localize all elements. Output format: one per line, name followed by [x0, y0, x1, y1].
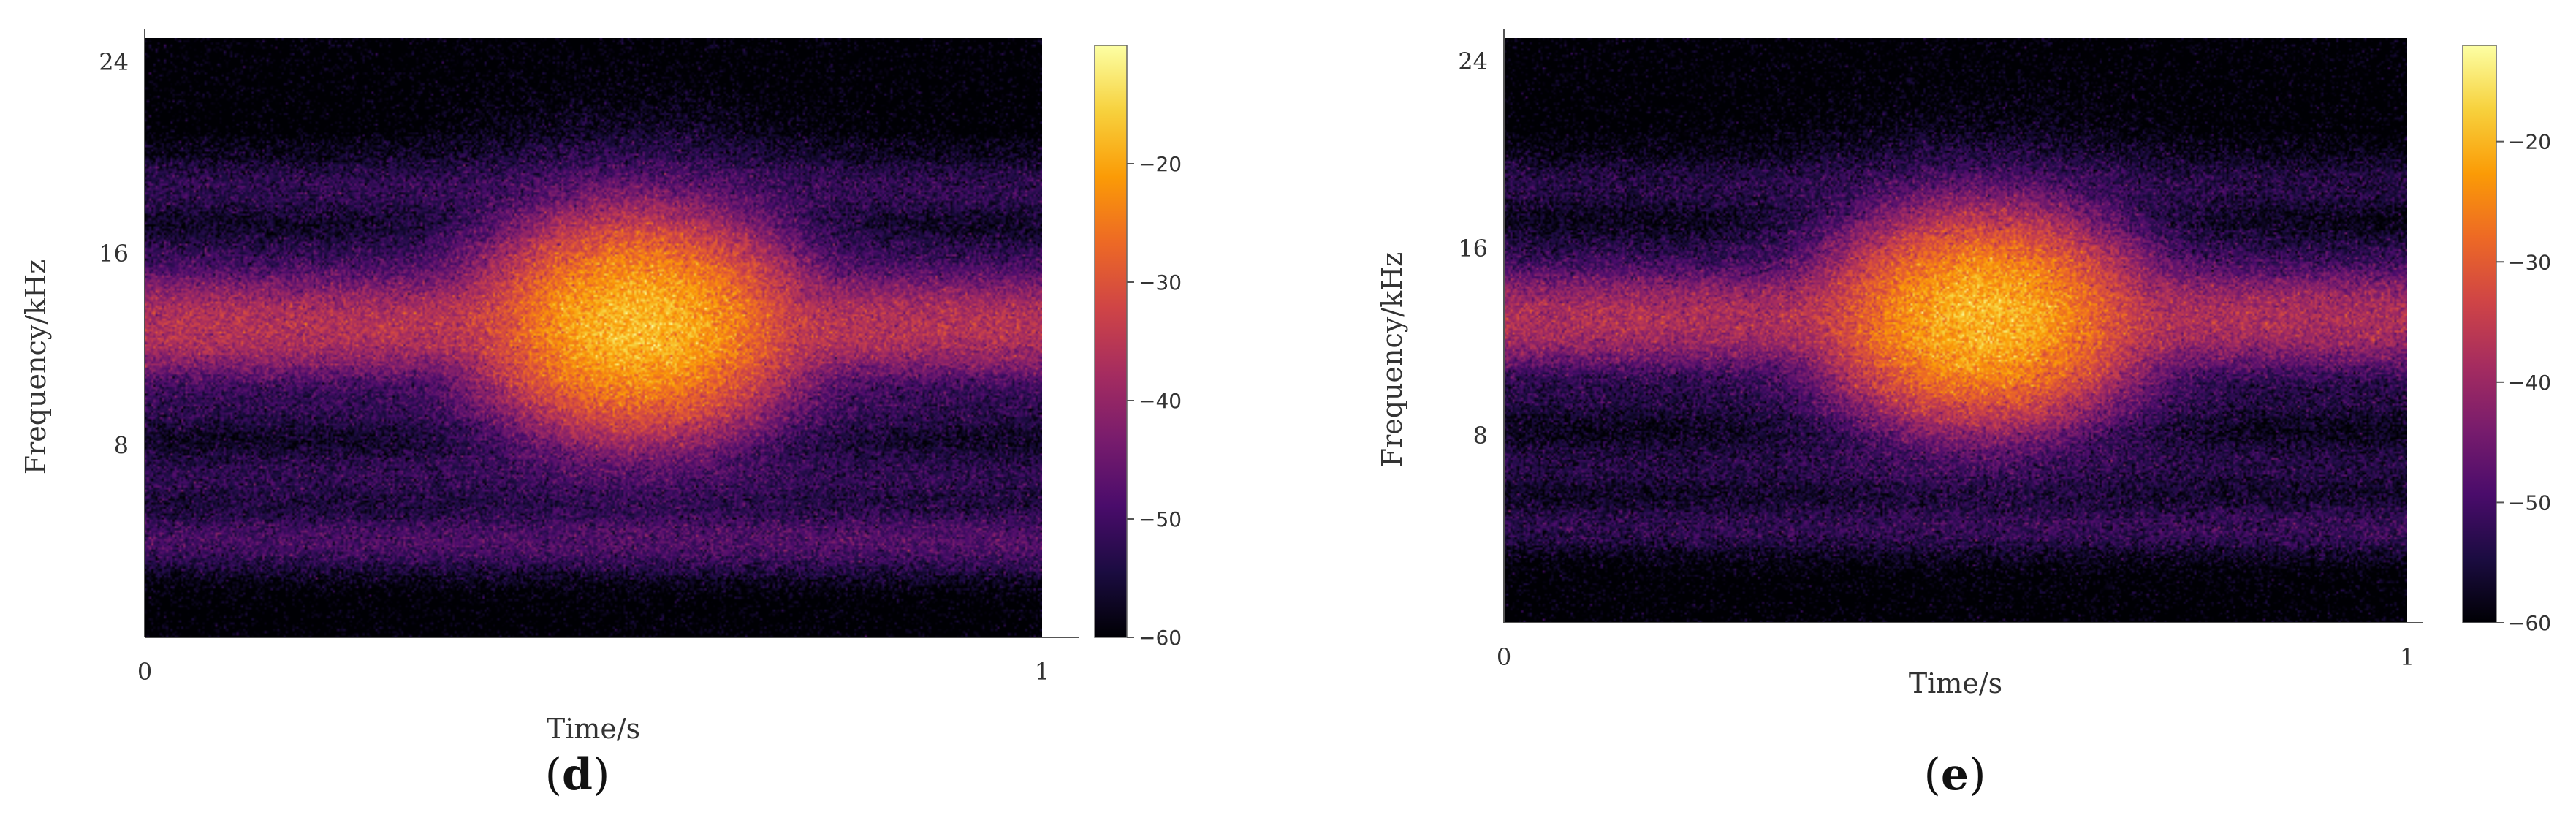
colorbar-tick-label: −50 — [2508, 490, 2551, 515]
colorbar-ticks: −20 −30 −40 −50 −60 — [2496, 130, 2551, 635]
x-tick-label: 0 — [1497, 643, 1511, 671]
colorbar-tick-label: −30 — [1139, 270, 1182, 295]
y-axis-label: Frequency/kHz — [1376, 252, 1408, 468]
spectrogram-heatmap — [145, 38, 1042, 637]
colorbar-tick-label: −60 — [2508, 611, 2551, 635]
panel-label-letter: d — [562, 749, 593, 800]
x-tick-label: 1 — [1035, 658, 1049, 686]
y-tick-label: 8 — [114, 432, 129, 460]
x-axis-label: Time/s — [1909, 667, 2002, 700]
colorbar — [2463, 45, 2496, 623]
panel-label-letter: e — [1941, 749, 1969, 800]
colorbar-tick-label: −50 — [1139, 507, 1182, 531]
x-axis-ticks: 01 — [137, 658, 1049, 686]
y-tick-label: 16 — [99, 240, 129, 268]
colorbar-tick-label: −60 — [1139, 626, 1182, 650]
colorbar-tick-label: −30 — [2508, 250, 2551, 274]
y-tick-label: 24 — [99, 48, 129, 76]
colorbar-tick-label: −20 — [2508, 130, 2551, 154]
x-tick-label: 1 — [2400, 643, 2414, 671]
panel-d: 81624 01 Time/s Frequency/kHz −20−30−40−… — [20, 29, 1182, 800]
y-tick-label: 24 — [1458, 48, 1488, 75]
y-axis-label: Frequency/kHz — [20, 259, 52, 475]
y-tick-label: 16 — [1458, 235, 1488, 262]
panel-label: (e) — [1923, 749, 1986, 800]
y-axis-ticks: 8 16 24 — [99, 48, 129, 460]
x-tick-label: 0 — [137, 658, 152, 686]
y-axis-ticks: 8 16 24 — [1458, 48, 1488, 450]
panel-label: (d) — [545, 749, 610, 800]
spectrogram-heatmap — [1504, 38, 2407, 623]
panel-e: 81624 01 Time/s Frequency/kHz −20−30−40−… — [1376, 29, 2551, 800]
y-tick-label: 8 — [1473, 422, 1488, 450]
x-axis-label: Time/s — [547, 713, 640, 745]
colorbar-tick-label: −40 — [2508, 371, 2551, 395]
colorbar — [1095, 45, 1127, 637]
colorbar-tick-label: −20 — [1139, 152, 1182, 176]
colorbar-tick-label: −40 — [1139, 389, 1182, 413]
colorbar-ticks: −20 −30 −40 −50 −60 — [1127, 152, 1182, 650]
